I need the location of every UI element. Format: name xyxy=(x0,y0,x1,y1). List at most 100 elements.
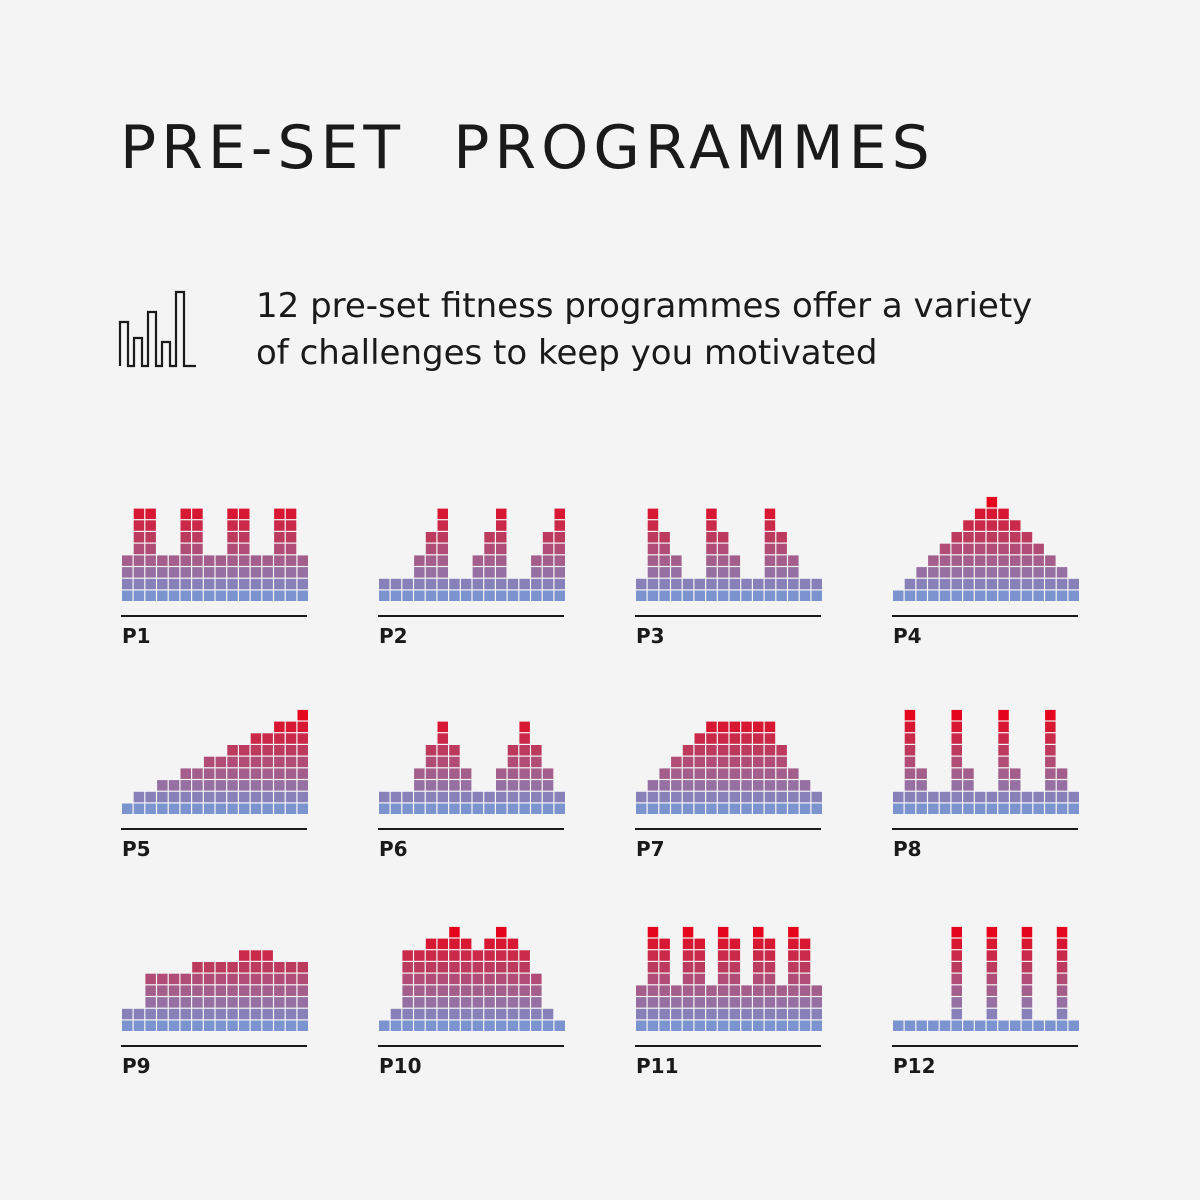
p12-bar-2-block-1 xyxy=(904,1020,916,1031)
p5-bar-8-block-4 xyxy=(203,768,215,779)
p2-bar-6-block-5 xyxy=(437,543,448,555)
p5-bar-14-block-8 xyxy=(274,721,285,733)
p5-bar-14-block-6 xyxy=(274,745,285,756)
p2-bar-6-block-8 xyxy=(437,508,448,520)
p2-bar-14-block-2 xyxy=(531,578,542,590)
p4-bar-15-block-2 xyxy=(1056,578,1068,590)
p12-bar-15-block-8 xyxy=(1056,938,1068,950)
p4-bar-6-block-3 xyxy=(951,567,962,578)
p9-bar-6 xyxy=(180,973,191,1031)
p9-bar-8-block-3 xyxy=(203,997,215,1008)
p10-bar-7-block-1 xyxy=(449,1020,460,1031)
p6-bar-13-block-1 xyxy=(519,803,530,814)
p3-bar-8-block-4 xyxy=(717,555,729,566)
p11-bar-6-block-6 xyxy=(694,962,705,973)
p3-bar-14-block-1 xyxy=(788,590,799,601)
p5-bar-2 xyxy=(133,791,145,814)
p5-bar-6-block-1 xyxy=(180,803,191,814)
p11-bar-7-block-4 xyxy=(706,985,717,996)
p5-bar-6-block-4 xyxy=(180,768,191,779)
p7-bar-4-block-1 xyxy=(671,803,682,814)
p11-bar-9 xyxy=(729,938,741,1031)
p1-bar-15-block-4 xyxy=(285,555,297,566)
p11-bar-5 xyxy=(682,926,694,1031)
p3-bar-4-block-1 xyxy=(671,590,682,601)
p5-bar-6-block-3 xyxy=(180,780,191,791)
p11-bar-9-block-3 xyxy=(729,997,741,1008)
p4-bar-8 xyxy=(974,508,986,601)
p11-bar-6-block-3 xyxy=(694,997,705,1008)
p6-bar-5-block-3 xyxy=(425,780,437,791)
p12-bar-9-block-3 xyxy=(986,997,998,1008)
p6-bar-13-block-3 xyxy=(519,780,530,791)
p1-bar-14-block-4 xyxy=(274,555,285,566)
p2-bar-9 xyxy=(472,555,484,601)
p5-bar-7 xyxy=(192,768,203,814)
p7-bar-10-block-7 xyxy=(741,733,752,744)
p2-bar-15 xyxy=(542,532,554,601)
p3-bar-5 xyxy=(682,578,694,601)
p4-bar-9 xyxy=(986,496,998,601)
p11-bar-12-block-5 xyxy=(764,973,776,985)
p1-bar-4-block-2 xyxy=(157,578,168,590)
p8-bar-10-block-6 xyxy=(998,745,1009,756)
p6-bar-8-block-2 xyxy=(460,791,472,803)
p11-bar-5-block-6 xyxy=(682,962,694,973)
p4-bar-1-block-1 xyxy=(893,590,904,601)
p5-bar-11 xyxy=(239,745,250,814)
p1-bar-16 xyxy=(297,555,308,601)
p3-bar-2-block-4 xyxy=(647,555,659,566)
p10-bar-5-block-1 xyxy=(425,1020,437,1031)
p9-bar-14-block-3 xyxy=(274,997,285,1008)
p5-bar-16-block-9 xyxy=(297,709,308,721)
p10-bar-6-block-1 xyxy=(437,1020,448,1031)
p5-bar-5-block-2 xyxy=(168,791,180,803)
p10-bar-4 xyxy=(414,950,425,1031)
p4-bar-4-block-3 xyxy=(928,567,939,578)
p4-bar-7-block-4 xyxy=(963,555,974,566)
p9-bar-13-block-3 xyxy=(262,997,273,1008)
p8-bar-2-block-6 xyxy=(904,745,916,756)
p11-bar-1-block-1 xyxy=(636,1020,647,1031)
p11-bar-6-block-8 xyxy=(694,938,705,950)
p10-bar-15 xyxy=(542,1008,554,1031)
p2-bar-2 xyxy=(390,578,402,601)
p11-bar-11-block-7 xyxy=(753,950,764,961)
p8-bar-14-block-1 xyxy=(1045,803,1056,814)
programme-p5-chart xyxy=(121,709,308,830)
p2-bar-13-block-1 xyxy=(519,590,530,601)
p12-bar-12 xyxy=(1021,926,1033,1031)
p1-bar-7-block-2 xyxy=(192,578,203,590)
p10-bar-6-block-6 xyxy=(437,962,448,973)
p3-bar-2 xyxy=(647,508,659,601)
p1-bar-1-block-4 xyxy=(122,555,133,566)
p8-bar-15-block-3 xyxy=(1056,780,1068,791)
p1-bar-10-block-1 xyxy=(227,590,238,601)
p3-bar-7-block-5 xyxy=(706,543,717,555)
p10-bar-12-block-7 xyxy=(507,950,519,961)
p8-bar-2-block-5 xyxy=(904,756,916,768)
p10-bar-13-block-5 xyxy=(519,973,530,985)
p6-bar-7-block-2 xyxy=(449,791,460,803)
p5-bar-11-block-4 xyxy=(239,768,250,779)
p8-bar-7-block-2 xyxy=(963,791,974,803)
p8-bar-2 xyxy=(904,709,916,814)
p9-bar-16-block-5 xyxy=(297,973,308,985)
programme-p3-chart xyxy=(635,508,822,617)
p4-bar-2 xyxy=(904,578,916,601)
p7-bar-13-block-5 xyxy=(776,756,787,768)
p1-bar-11-block-5 xyxy=(239,543,250,555)
p12-bar-9 xyxy=(986,926,998,1031)
p7-bar-7-block-7 xyxy=(706,733,717,744)
p11-bar-14-block-7 xyxy=(788,950,799,961)
p10-bar-16-block-1 xyxy=(554,1020,565,1031)
p3-bar-13-block-6 xyxy=(776,532,787,543)
p2-bar-11-block-7 xyxy=(496,520,507,531)
p5-bar-8-block-2 xyxy=(203,791,215,803)
p6-bar-12-block-4 xyxy=(507,768,519,779)
p3-bar-2-block-5 xyxy=(647,543,659,555)
p9-bar-9-block-1 xyxy=(215,1020,227,1031)
p8-bar-8-block-1 xyxy=(974,803,986,814)
p12-bar-12-block-4 xyxy=(1021,985,1033,996)
p10-bar-7-block-4 xyxy=(449,985,460,996)
